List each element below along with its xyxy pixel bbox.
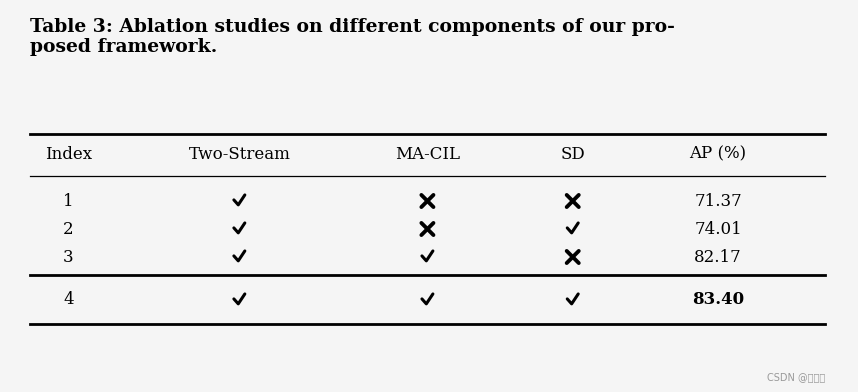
- Text: 3: 3: [63, 249, 74, 265]
- Text: AP (%): AP (%): [690, 145, 746, 163]
- Text: 82.17: 82.17: [694, 249, 742, 265]
- Text: CSDN @何大春: CSDN @何大春: [767, 372, 825, 382]
- Text: Table 3: Ablation studies on different components of our pro-: Table 3: Ablation studies on different c…: [30, 18, 674, 36]
- Text: Index: Index: [45, 145, 92, 163]
- Text: 71.37: 71.37: [694, 192, 742, 209]
- Text: SD: SD: [560, 145, 585, 163]
- Text: posed framework.: posed framework.: [30, 38, 217, 56]
- Text: MA-CIL: MA-CIL: [395, 145, 460, 163]
- Text: 74.01: 74.01: [694, 221, 742, 238]
- Text: 4: 4: [63, 292, 74, 309]
- Text: Two-Stream: Two-Stream: [189, 145, 290, 163]
- Text: 1: 1: [63, 192, 74, 209]
- Text: 83.40: 83.40: [692, 292, 744, 309]
- Text: 2: 2: [63, 221, 74, 238]
